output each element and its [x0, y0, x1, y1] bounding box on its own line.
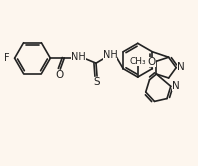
- Text: NH: NH: [103, 50, 117, 60]
- Text: O: O: [147, 57, 156, 67]
- Text: S: S: [94, 77, 100, 87]
- Text: CH₃: CH₃: [129, 57, 146, 66]
- Text: F: F: [4, 53, 10, 63]
- Text: NH: NH: [71, 52, 86, 62]
- Text: N: N: [172, 81, 180, 91]
- Text: N: N: [177, 62, 185, 72]
- Text: O: O: [55, 70, 63, 80]
